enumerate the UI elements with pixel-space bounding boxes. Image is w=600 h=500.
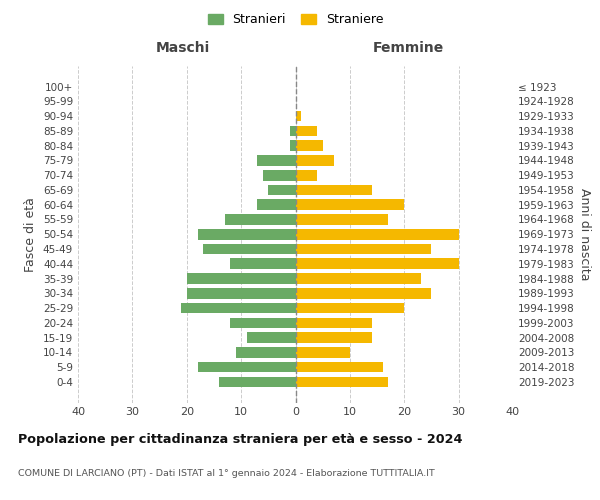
Bar [203,244,296,254]
Bar [296,111,301,122]
Bar [296,126,317,136]
Bar [296,376,388,387]
Bar [290,126,296,136]
Bar [296,332,371,343]
Bar [296,214,388,225]
Bar [296,318,371,328]
Text: Popolazione per cittadinanza straniera per età e sesso - 2024: Popolazione per cittadinanza straniera p… [18,432,463,446]
Bar [230,318,296,328]
Bar [296,273,421,284]
Bar [181,303,296,314]
Bar [268,184,296,196]
Bar [263,170,296,180]
Bar [225,214,296,225]
Bar [187,288,296,298]
Y-axis label: Fasce di età: Fasce di età [25,197,37,272]
Legend: Stranieri, Straniere: Stranieri, Straniere [208,14,383,26]
Bar [296,200,404,210]
Bar [236,347,296,358]
Bar [220,376,296,387]
Bar [296,229,458,239]
Bar [290,140,296,151]
Bar [296,347,350,358]
Bar [296,184,371,196]
Y-axis label: Anni di nascita: Anni di nascita [578,188,591,280]
Bar [247,332,296,343]
Bar [197,229,296,239]
Bar [296,258,458,269]
Bar [296,288,431,298]
Text: Femmine: Femmine [373,42,443,56]
Bar [296,303,404,314]
Bar [296,362,383,372]
Bar [257,200,296,210]
Text: COMUNE DI LARCIANO (PT) - Dati ISTAT al 1° gennaio 2024 - Elaborazione TUTTITALI: COMUNE DI LARCIANO (PT) - Dati ISTAT al … [18,469,435,478]
Bar [187,273,296,284]
Bar [296,170,317,180]
Text: Maschi: Maschi [156,42,210,56]
Bar [230,258,296,269]
Bar [296,155,334,166]
Bar [296,140,323,151]
Bar [197,362,296,372]
Bar [257,155,296,166]
Bar [296,244,431,254]
